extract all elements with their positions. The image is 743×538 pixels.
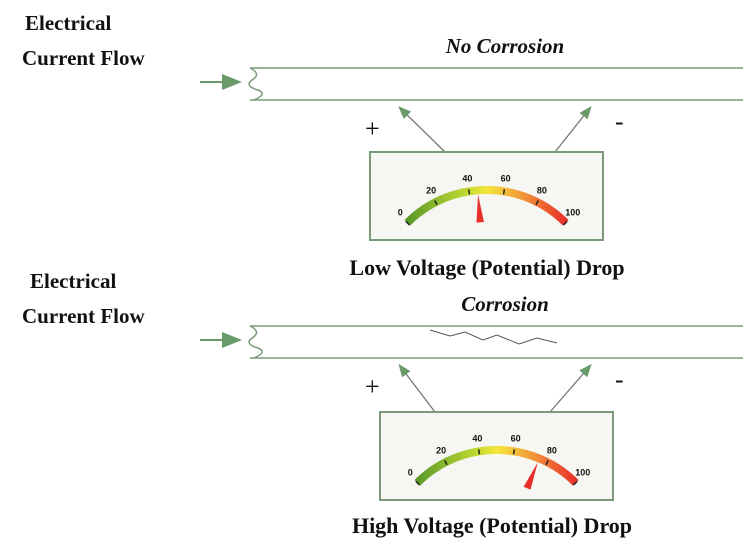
scale-tick	[444, 460, 448, 466]
minus: -	[615, 365, 624, 394]
caption: Low Voltage (Potential) Drop	[349, 255, 624, 280]
needle	[476, 194, 484, 223]
scale-label: 60	[511, 434, 521, 444]
scale-tick	[563, 220, 568, 226]
scale-tick	[467, 189, 471, 195]
scale-tick	[415, 480, 420, 486]
scale-tick	[573, 480, 578, 486]
scale-tick	[535, 200, 539, 206]
scale-label: 20	[426, 185, 436, 195]
pipe-title: Corrosion	[461, 292, 549, 316]
caption: High Voltage (Potential) Drop	[352, 513, 632, 538]
gauge-arc	[404, 186, 569, 226]
minus: -	[615, 107, 624, 136]
needle	[523, 462, 538, 490]
panel: Electrical Current Flow No Corrosion + - 0 20 4…	[22, 11, 743, 280]
scale-label: 80	[537, 185, 547, 195]
plus: +	[365, 372, 380, 401]
scale-tick	[405, 220, 410, 226]
scale-label: 60	[501, 174, 511, 184]
gauge	[379, 411, 614, 501]
gauge-arc	[414, 446, 579, 486]
scale-label: 100	[565, 208, 580, 218]
scale-label: 40	[462, 174, 472, 184]
pipe	[248, 67, 743, 101]
plus: +	[365, 114, 380, 143]
pipe	[248, 325, 743, 359]
pipe-title: No Corrosion	[445, 34, 564, 58]
probe	[398, 106, 446, 153]
probe	[398, 363, 436, 413]
probe	[549, 364, 592, 413]
scale-tick	[477, 449, 481, 455]
gauge	[369, 151, 604, 241]
label-line: Current Flow	[22, 46, 146, 70]
scale-tick	[512, 449, 516, 455]
scale-label: 0	[408, 468, 413, 478]
panel: Electrical Current Flow Corrosion + - 0 20 40 60…	[22, 269, 743, 538]
probe	[554, 105, 592, 153]
scale-label: 80	[547, 445, 557, 455]
scale-tick	[502, 189, 506, 195]
scale-label: 100	[575, 468, 590, 478]
scale-label: 40	[472, 434, 482, 444]
scale-label: 20	[436, 445, 446, 455]
scale-tick	[434, 200, 438, 206]
label-line: Electrical	[30, 269, 116, 293]
corrosion	[429, 329, 558, 345]
label-line: Electrical	[25, 11, 111, 35]
scale-label: 0	[398, 208, 403, 218]
scale-tick	[545, 460, 549, 466]
label-line: Current Flow	[22, 304, 146, 328]
